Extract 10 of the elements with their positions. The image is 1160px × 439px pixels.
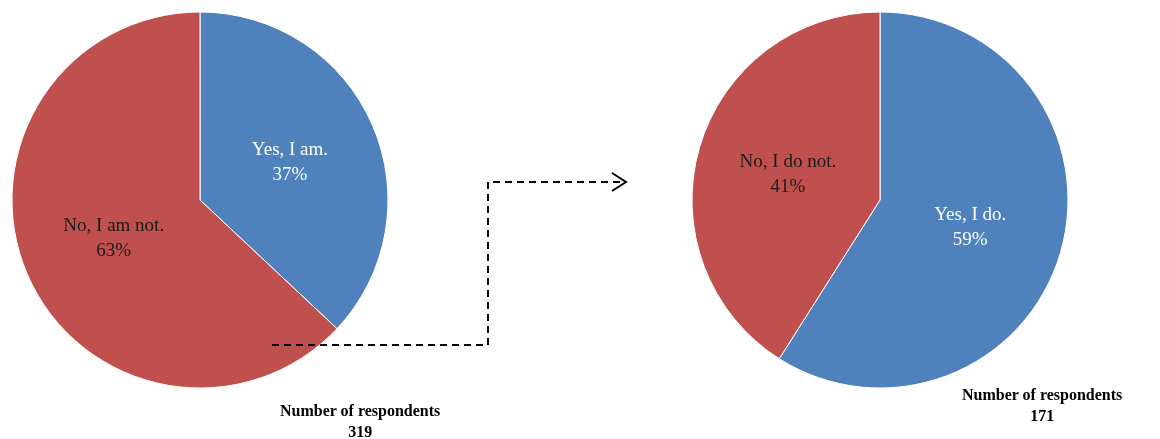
data-label: 41% (770, 175, 806, 197)
data-label: 37% (272, 162, 308, 184)
text: Number of respondents 171 (962, 386, 1123, 424)
slice-label: Yes, I do. (934, 203, 1007, 225)
slice-label: Yes, I am. (251, 138, 329, 160)
text: Number of respondents 319 (280, 402, 441, 439)
data-label: 63% (96, 239, 132, 261)
slice-label: No, I do not. (739, 150, 837, 172)
data-label: 59% (952, 228, 988, 250)
slice-label: No, I am not. (63, 214, 165, 236)
